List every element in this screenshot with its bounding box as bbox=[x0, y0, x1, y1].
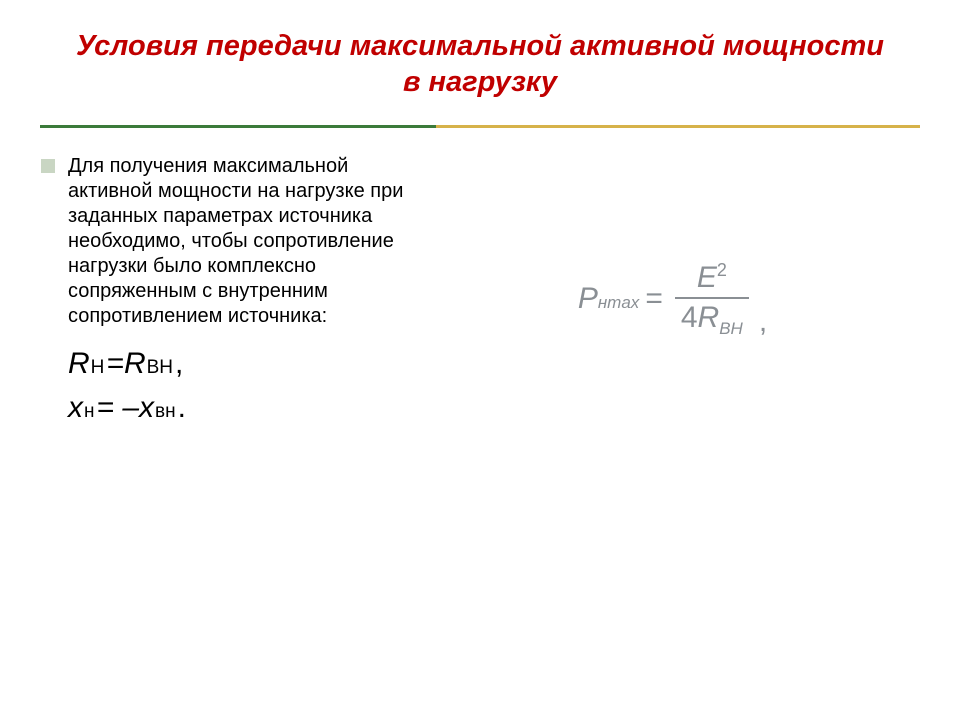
divider-seg2 bbox=[436, 125, 920, 128]
formula-trailing-comma: , bbox=[759, 305, 767, 339]
formula-P-sub: нmax bbox=[598, 293, 639, 313]
eq1-sub2: BH bbox=[147, 357, 173, 379]
eq2-X: х bbox=[68, 391, 83, 425]
formula-R: R bbox=[698, 301, 720, 334]
formula-fraction: E2 4RBH bbox=[675, 260, 749, 339]
eq1-sub1: Н bbox=[91, 357, 105, 379]
formula-E: E bbox=[697, 261, 717, 294]
formula-denominator: 4RBH bbox=[675, 301, 749, 339]
eq2-X2: х bbox=[139, 391, 154, 425]
formula-R-sub: BH bbox=[719, 319, 743, 338]
body-paragraph: Для получения максимальной активной мощн… bbox=[68, 154, 415, 329]
formula-equals: = bbox=[639, 282, 669, 316]
slide: Условия передачи максимальной активной м… bbox=[0, 0, 960, 720]
formula-lhs: P нmax bbox=[578, 282, 640, 316]
left-column: Для получения максимальной активной мощн… bbox=[40, 154, 425, 435]
divider-seg1 bbox=[40, 125, 436, 128]
divider bbox=[40, 125, 920, 128]
eq2-equals: = – bbox=[97, 391, 140, 425]
equation-line-1: R Н = R BH , bbox=[68, 347, 415, 381]
eq1-comma: , bbox=[175, 347, 183, 381]
formula-max-power: P нmax = E2 4RBH , bbox=[578, 260, 767, 339]
eq2-sub1: н bbox=[84, 401, 95, 423]
bullet-row: Для получения максимальной активной мощн… bbox=[40, 154, 415, 329]
right-column: P нmax = E2 4RBH , bbox=[425, 154, 920, 435]
formula-E-sup: 2 bbox=[717, 260, 727, 280]
eq1-equals: = bbox=[106, 347, 124, 381]
title-block: Условия передачи максимальной активной м… bbox=[40, 28, 920, 111]
formula-fraction-bar bbox=[675, 297, 749, 299]
content-row: Для получения максимальной активной мощн… bbox=[40, 128, 920, 435]
formula-4: 4 bbox=[681, 301, 698, 334]
formula-P: P bbox=[578, 282, 598, 316]
eq1-R2: R bbox=[124, 347, 146, 381]
formula-numerator: E2 bbox=[691, 260, 733, 295]
slide-title: Условия передачи максимальной активной м… bbox=[70, 28, 890, 101]
eq2-period: . bbox=[178, 391, 186, 425]
square-bullet-icon bbox=[40, 158, 58, 176]
eq1-R: R bbox=[68, 347, 90, 381]
eq2-sub2: вн bbox=[155, 401, 176, 423]
equation-block: R Н = R BH , х н = – х вн . bbox=[40, 347, 415, 425]
equation-line-2: х н = – х вн . bbox=[68, 391, 415, 425]
